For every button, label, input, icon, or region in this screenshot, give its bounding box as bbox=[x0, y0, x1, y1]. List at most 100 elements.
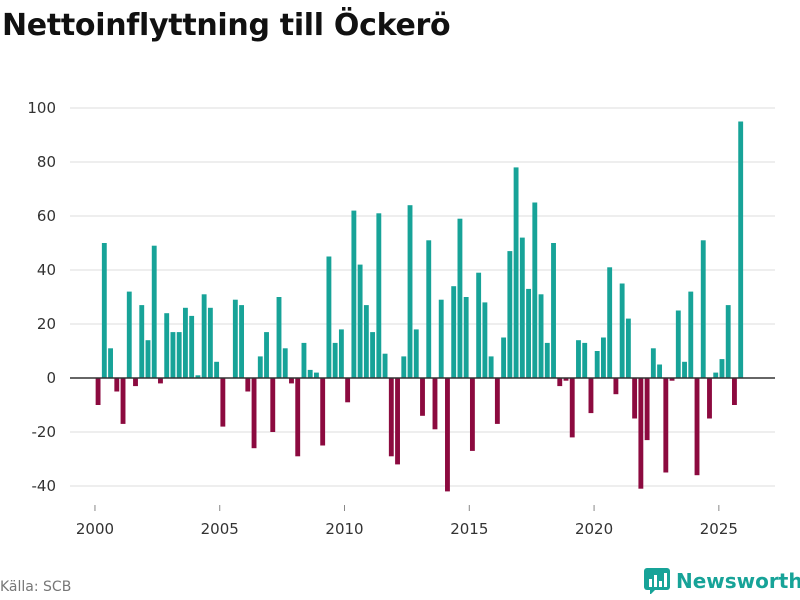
bar bbox=[551, 243, 556, 378]
y-tick-label: -40 bbox=[32, 477, 57, 495]
bar bbox=[600, 337, 606, 378]
bar bbox=[501, 337, 507, 378]
x-tick-label: 2000 bbox=[76, 520, 114, 538]
bar bbox=[407, 205, 413, 378]
bar bbox=[469, 378, 475, 451]
y-tick-label: 20 bbox=[37, 315, 56, 333]
bar bbox=[594, 351, 600, 378]
bar bbox=[688, 291, 694, 378]
bar bbox=[432, 378, 438, 430]
bar bbox=[632, 378, 638, 419]
bar bbox=[357, 264, 363, 378]
bar bbox=[214, 361, 220, 378]
bar bbox=[289, 378, 294, 384]
bar bbox=[576, 340, 581, 378]
bar bbox=[619, 283, 625, 378]
bar bbox=[719, 359, 725, 378]
bar bbox=[338, 329, 344, 378]
bar bbox=[332, 342, 338, 378]
y-tick-label: 100 bbox=[27, 99, 56, 117]
bar bbox=[445, 378, 450, 492]
bar bbox=[451, 286, 457, 378]
bar bbox=[482, 302, 488, 378]
bar bbox=[588, 378, 594, 414]
bar bbox=[700, 240, 706, 378]
x-tick-label: 2005 bbox=[201, 520, 239, 538]
brand-logo[interactable]: Newsworthy bbox=[644, 568, 800, 594]
bar bbox=[182, 307, 188, 378]
bar bbox=[301, 342, 307, 378]
y-tick-label: 60 bbox=[37, 207, 56, 225]
bar bbox=[245, 378, 251, 392]
y-gridlines bbox=[70, 107, 775, 487]
bar bbox=[725, 305, 731, 378]
bar bbox=[494, 378, 500, 424]
y-tick-label: -20 bbox=[32, 423, 57, 441]
bar bbox=[232, 299, 238, 378]
bar bbox=[663, 378, 669, 473]
bar bbox=[526, 288, 531, 378]
bar bbox=[114, 378, 120, 392]
bar bbox=[145, 340, 151, 378]
bar bbox=[426, 240, 432, 378]
bar bbox=[345, 378, 351, 403]
bar bbox=[158, 378, 163, 384]
bar bbox=[170, 332, 176, 378]
bar bbox=[669, 378, 675, 381]
bar bbox=[189, 315, 195, 378]
bar bbox=[220, 378, 226, 427]
bar bbox=[694, 378, 700, 476]
y-tick-label: 0 bbox=[46, 369, 56, 387]
chart-title: Nettoinflyttning till Öckerö bbox=[2, 8, 451, 43]
bar bbox=[457, 218, 463, 378]
bar bbox=[376, 213, 382, 378]
bar bbox=[538, 294, 544, 378]
bar bbox=[326, 256, 332, 378]
x-tick-label: 2025 bbox=[700, 520, 738, 538]
bar bbox=[126, 291, 132, 378]
bar bbox=[363, 305, 369, 378]
bar bbox=[401, 356, 407, 378]
bar bbox=[713, 372, 719, 378]
bar bbox=[201, 294, 207, 378]
bar bbox=[569, 378, 575, 438]
bar bbox=[108, 348, 113, 378]
y-tick-label: 80 bbox=[37, 153, 56, 171]
bar bbox=[519, 237, 525, 378]
bar bbox=[295, 378, 301, 457]
bar bbox=[476, 272, 482, 378]
bar bbox=[120, 378, 126, 424]
x-tick-label: 2015 bbox=[450, 520, 488, 538]
bar bbox=[276, 297, 282, 378]
bar bbox=[95, 378, 101, 405]
brand-name: Newsworthy bbox=[676, 569, 800, 593]
bar bbox=[732, 378, 737, 405]
bar bbox=[532, 202, 538, 378]
x-tick-label: 2020 bbox=[575, 520, 613, 538]
bar-chart-logo-icon bbox=[644, 568, 670, 594]
bar bbox=[638, 378, 644, 489]
bar bbox=[101, 243, 107, 378]
bar bbox=[682, 361, 687, 378]
source-note: Källa: SCB bbox=[0, 579, 72, 595]
bar bbox=[382, 353, 388, 378]
bar bbox=[164, 313, 170, 378]
bar bbox=[270, 378, 276, 432]
bar bbox=[650, 348, 656, 378]
bar bbox=[395, 378, 400, 465]
bar bbox=[644, 378, 650, 441]
bar bbox=[738, 121, 744, 378]
bar bbox=[420, 378, 425, 416]
bars bbox=[95, 121, 744, 492]
bar bbox=[320, 378, 326, 446]
bar bbox=[438, 299, 444, 378]
bar bbox=[133, 378, 138, 387]
bar bbox=[257, 356, 263, 378]
bar bbox=[264, 332, 269, 378]
bar bbox=[563, 378, 569, 381]
bar bbox=[488, 356, 494, 378]
bar bbox=[282, 348, 288, 378]
bar bbox=[370, 332, 376, 378]
bar bbox=[195, 375, 201, 378]
